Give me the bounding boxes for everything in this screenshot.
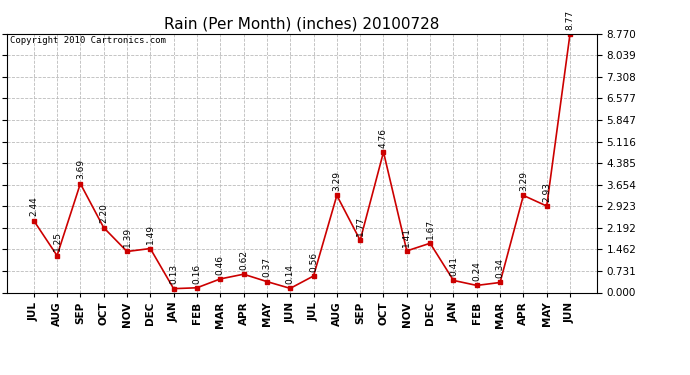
Text: 0.56: 0.56 <box>309 252 318 272</box>
Text: 0.37: 0.37 <box>262 257 271 278</box>
Text: 1.39: 1.39 <box>123 227 132 248</box>
Text: 0.14: 0.14 <box>286 264 295 284</box>
Text: 3.69: 3.69 <box>76 159 85 180</box>
Text: 0.34: 0.34 <box>495 258 504 278</box>
Text: 4.76: 4.76 <box>379 128 388 148</box>
Text: Copyright 2010 Cartronics.com: Copyright 2010 Cartronics.com <box>10 36 166 45</box>
Text: 1.49: 1.49 <box>146 224 155 245</box>
Text: 1.25: 1.25 <box>52 231 61 252</box>
Text: 0.24: 0.24 <box>472 261 481 281</box>
Text: 0.62: 0.62 <box>239 250 248 270</box>
Text: 0.13: 0.13 <box>169 264 178 285</box>
Text: 1.67: 1.67 <box>426 219 435 239</box>
Text: 0.46: 0.46 <box>216 255 225 275</box>
Text: 1.77: 1.77 <box>355 216 365 236</box>
Title: Rain (Per Month) (inches) 20100728: Rain (Per Month) (inches) 20100728 <box>164 16 440 31</box>
Text: 8.77: 8.77 <box>566 9 575 30</box>
Text: 1.41: 1.41 <box>402 227 411 247</box>
Text: 0.41: 0.41 <box>449 256 458 276</box>
Text: 3.29: 3.29 <box>333 171 342 191</box>
Text: 2.93: 2.93 <box>542 182 551 202</box>
Text: 2.20: 2.20 <box>99 204 108 224</box>
Text: 2.44: 2.44 <box>29 196 38 216</box>
Text: 0.16: 0.16 <box>193 264 201 284</box>
Text: 3.29: 3.29 <box>519 171 528 191</box>
